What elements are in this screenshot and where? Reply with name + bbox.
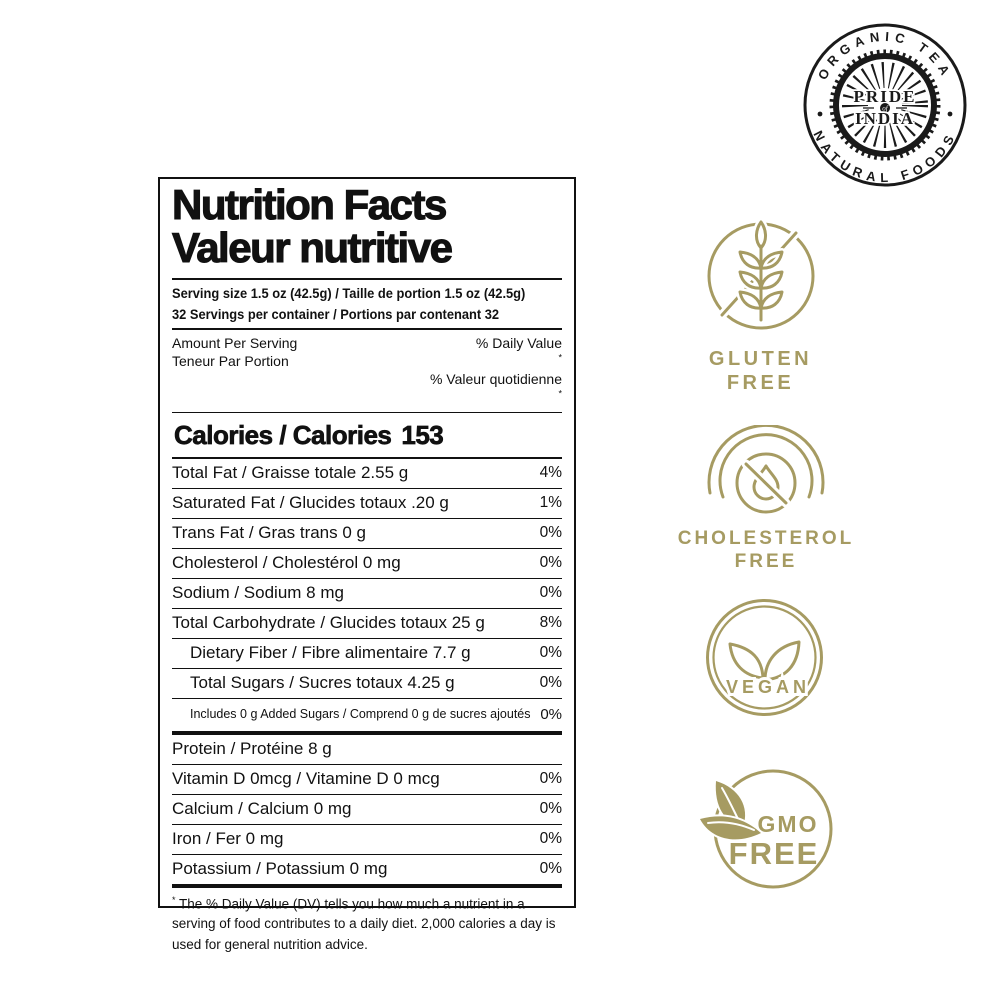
badge-vegan: VEGAN	[706, 599, 823, 716]
nutrition-facts-label: Nutrition Facts Valeur nutritive Serving…	[158, 177, 576, 952]
servings-per-container: 32 Servings per container / Portions par…	[172, 306, 500, 323]
nutrient-daily-value: 0%	[539, 800, 562, 818]
nutrient-rows: Total Fat / Graisse totale 2.55 g 4% Satur…	[172, 459, 562, 888]
gluten-free-icon	[707, 216, 814, 330]
nutrient-row: Dietary Fiber / Fibre alimentaire 7.7 g 0…	[172, 639, 562, 669]
logo-center-mid-text: of	[882, 105, 889, 113]
logo-center-top-text: PRIDE	[854, 87, 917, 106]
nutrient-daily-value: 0%	[539, 830, 562, 848]
amount-per-serving-fr: Teneur Par Portion	[172, 353, 289, 370]
logo-center-bottom-text: INDIA	[855, 109, 915, 128]
nutrient-label: Potassium / Potassium 0 mg	[172, 859, 388, 879]
footnote: * The % Daily Value (DV) tells you how m…	[172, 888, 562, 955]
nutrient-label: Vitamin D 0mcg / Vitamine D 0 mcg	[172, 769, 440, 789]
badge-cholesterol-line2: FREE	[734, 550, 798, 572]
leaves-icon	[697, 778, 765, 842]
nutrient-label: Includes 0 g Added Sugars / Comprend 0 g…	[190, 707, 531, 722]
amount-per-serving-en: Amount Per Serving	[172, 334, 298, 351]
footnote-text: The % Daily Value (DV) tells you how muc…	[172, 896, 556, 952]
badge-gluten-line1: GLUTEN	[708, 348, 813, 370]
calories-value: 153	[401, 419, 444, 450]
nutrient-label: Sodium / Sodium 8 mg	[172, 583, 344, 603]
nutrient-label: Iron / Fer 0 mg	[172, 829, 284, 849]
nutrient-daily-value: 0%	[539, 770, 562, 788]
divider	[172, 327, 562, 330]
nutrient-row: Protein / Protéine 8 g	[172, 735, 562, 765]
nutrient-daily-value: 0%	[540, 705, 562, 723]
logo-side-dot-right	[947, 111, 953, 117]
daily-value-heading-en: % Daily Value	[475, 334, 562, 351]
nutrient-row: Iron / Fer 0 mg 0%	[172, 825, 562, 855]
serving-size: Serving size 1.5 oz (42.5g) / Taille de …	[172, 284, 526, 301]
divider	[172, 456, 562, 459]
daily-value-asterisk: *	[558, 388, 562, 399]
nutrient-label: Saturated Fat / Glucides totaux .20 g	[172, 493, 449, 513]
badge-gmo-line2: FREE	[729, 836, 820, 871]
nutrient-label: Protein / Protéine 8 g	[172, 739, 332, 759]
divider	[172, 411, 562, 413]
nutrient-row: Calcium / Calcium 0 mg 0%	[172, 795, 562, 825]
nutrient-row: Includes 0 g Added Sugars / Comprend 0 g…	[172, 699, 562, 735]
nutrient-row: Vitamin D 0mcg / Vitamine D 0 mcg 0%	[172, 765, 562, 795]
nutrient-daily-value: 0%	[539, 524, 562, 542]
nutrient-daily-value: 4%	[539, 464, 562, 482]
nutrient-label: Cholesterol / Cholestérol 0 mg	[172, 553, 401, 573]
nutrient-daily-value: 0%	[539, 644, 562, 662]
nutrient-row: Total Sugars / Sucres totaux 4.25 g 0%	[172, 669, 562, 699]
nutrient-daily-value: 0%	[539, 554, 562, 572]
badge-gmo-line1: GMO	[758, 811, 819, 837]
logo-sunburst	[842, 62, 928, 148]
badge-gmo-free: GMO FREE	[697, 769, 833, 889]
nutrient-row: Potassium / Potassium 0 mg 0%	[172, 855, 562, 888]
nutrient-row: Saturated Fat / Glucides totaux .20 g 1%	[172, 489, 562, 519]
calories-row: Calories / Calories 153	[172, 413, 562, 457]
divider	[172, 277, 562, 280]
label-title-en: Nutrition Facts	[171, 181, 447, 228]
amount-per-serving-row: Amount Per Serving Teneur Par Portion % …	[172, 330, 562, 412]
nutrient-label: Total Carbohydrate / Glucides totaux 25 …	[172, 613, 485, 633]
badge-cholesterol-free: CHOLESTEROL FREE	[676, 423, 856, 574]
nutrient-label: Trans Fat / Gras trans 0 g	[172, 523, 366, 543]
daily-value-asterisk: *	[558, 352, 562, 363]
footnote-asterisk: *	[172, 894, 176, 905]
label-title-fr: Valeur nutritive	[171, 224, 453, 272]
logo-outer-ring	[803, 23, 967, 187]
nutrient-row: Sodium / Sodium 8 mg 0%	[172, 579, 562, 609]
logo-of-disc	[879, 102, 891, 114]
pride-of-india-logo: ORGANIC TEA NATURAL FOODS PRIDE of INDIA	[803, 23, 967, 187]
nutrient-label: Dietary Fiber / Fibre alimentaire 7.7 g	[190, 643, 471, 663]
nutrient-daily-value: 8%	[539, 614, 562, 632]
logo-side-dot-left	[817, 111, 823, 117]
daily-value-heading-fr: % Valeur quotidienne	[429, 371, 562, 388]
logo-gear-ring	[833, 53, 937, 157]
nutrient-row: Trans Fat / Gras trans 0 g 0%	[172, 519, 562, 549]
nutrient-daily-value: 1%	[539, 494, 562, 512]
nutrient-label: Total Fat / Graisse totale 2.55 g	[172, 463, 409, 483]
nutrient-daily-value: 0%	[539, 860, 562, 878]
nutrient-daily-value: 0%	[539, 674, 562, 692]
nutrient-row: Cholesterol / Cholestérol 0 mg 0%	[172, 549, 562, 579]
badge-cholesterol-line1: CHOLESTEROL	[677, 528, 855, 549]
leaves-icon	[728, 640, 801, 682]
calories-label: Calories / Calories	[174, 419, 393, 450]
badge-gluten-line2: FREE	[726, 372, 795, 394]
nutrient-label: Calcium / Calcium 0 mg	[172, 799, 352, 819]
badge-gluten-free: GLUTEN FREE	[688, 216, 833, 395]
nutrient-label: Total Sugars / Sucres totaux 4.25 g	[190, 673, 455, 693]
nutrient-row: Total Carbohydrate / Glucides totaux 25 …	[172, 609, 562, 639]
nutrient-daily-value: 0%	[539, 584, 562, 602]
cholesterol-free-icon	[707, 423, 825, 514]
badge-vegan-label: VEGAN	[726, 677, 810, 697]
nutrient-row: Total Fat / Graisse totale 2.55 g 4%	[172, 459, 562, 489]
